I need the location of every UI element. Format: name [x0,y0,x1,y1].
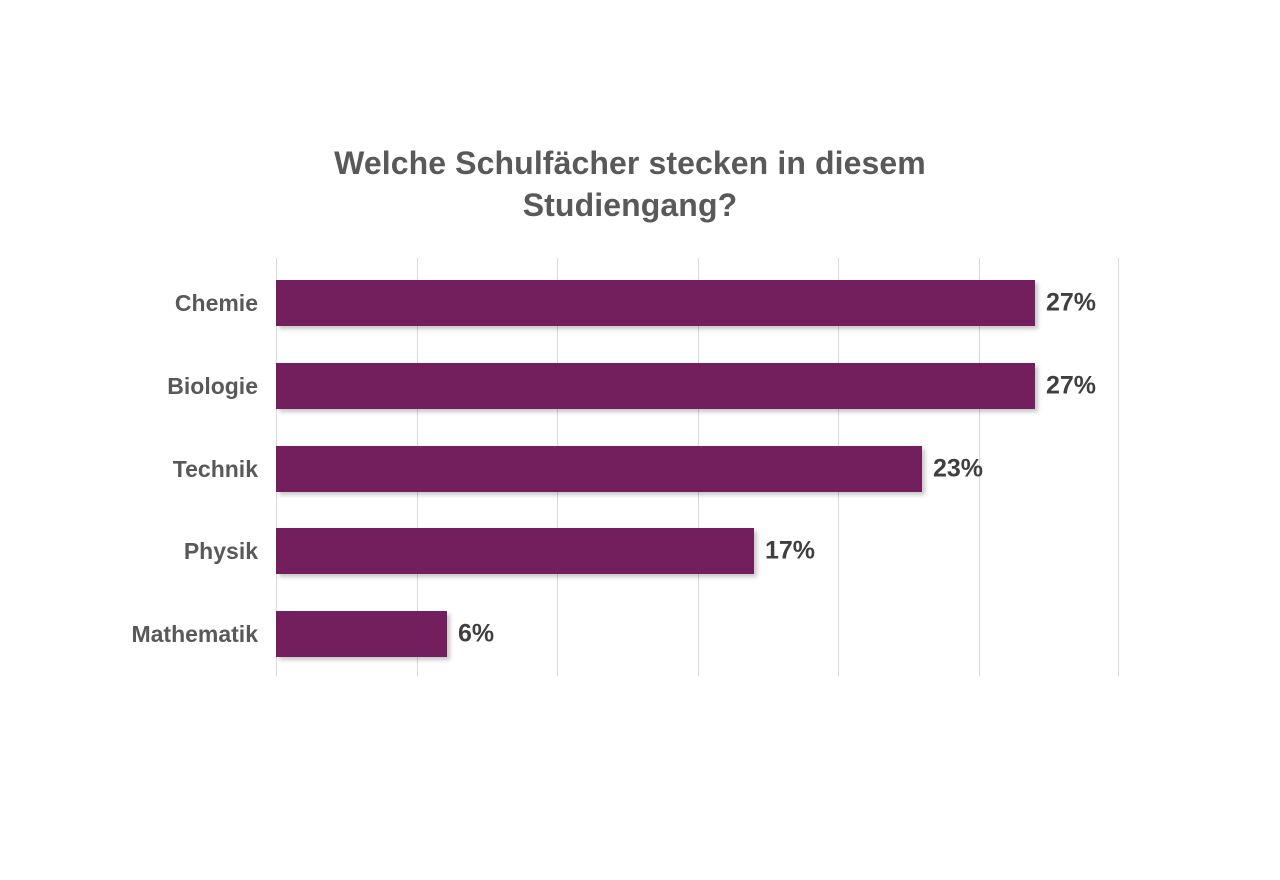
bar-chemie[interactable] [276,280,1035,326]
bar-value-label: 23% [933,454,984,483]
bar-biologie[interactable] [276,363,1035,409]
bar-value-label: 27% [1046,371,1097,400]
category-label-technik: Technik [172,456,258,482]
bar-mathematik[interactable] [276,611,447,657]
plot-area: 27% 27% 23% 17% 6% [276,258,1119,676]
bar-value-label: 6% [458,619,495,648]
bar-row: 27% [276,363,1119,409]
bar-value-label: 17% [765,536,816,565]
category-label-mathematik: Mathematik [131,621,258,647]
category-axis: Chemie Biologie Technik Physik Mathematik [0,258,258,676]
bar-row: 23% [276,446,1119,492]
bar-row: 6% [276,611,1119,657]
bars-layer: 27% 27% 23% 17% 6% [276,258,1119,676]
bar-row: 17% [276,528,1119,574]
bar-value-label: 27% [1046,288,1097,317]
bar-physik[interactable] [276,528,754,574]
bar-row: 27% [276,280,1119,326]
category-label-chemie: Chemie [174,290,258,316]
bar-technik[interactable] [276,446,922,492]
category-label-physik: Physik [183,538,258,564]
chart-title: Welche Schulfächer stecken in diesem Stu… [334,145,926,224]
category-label-biologie: Biologie [167,373,258,399]
